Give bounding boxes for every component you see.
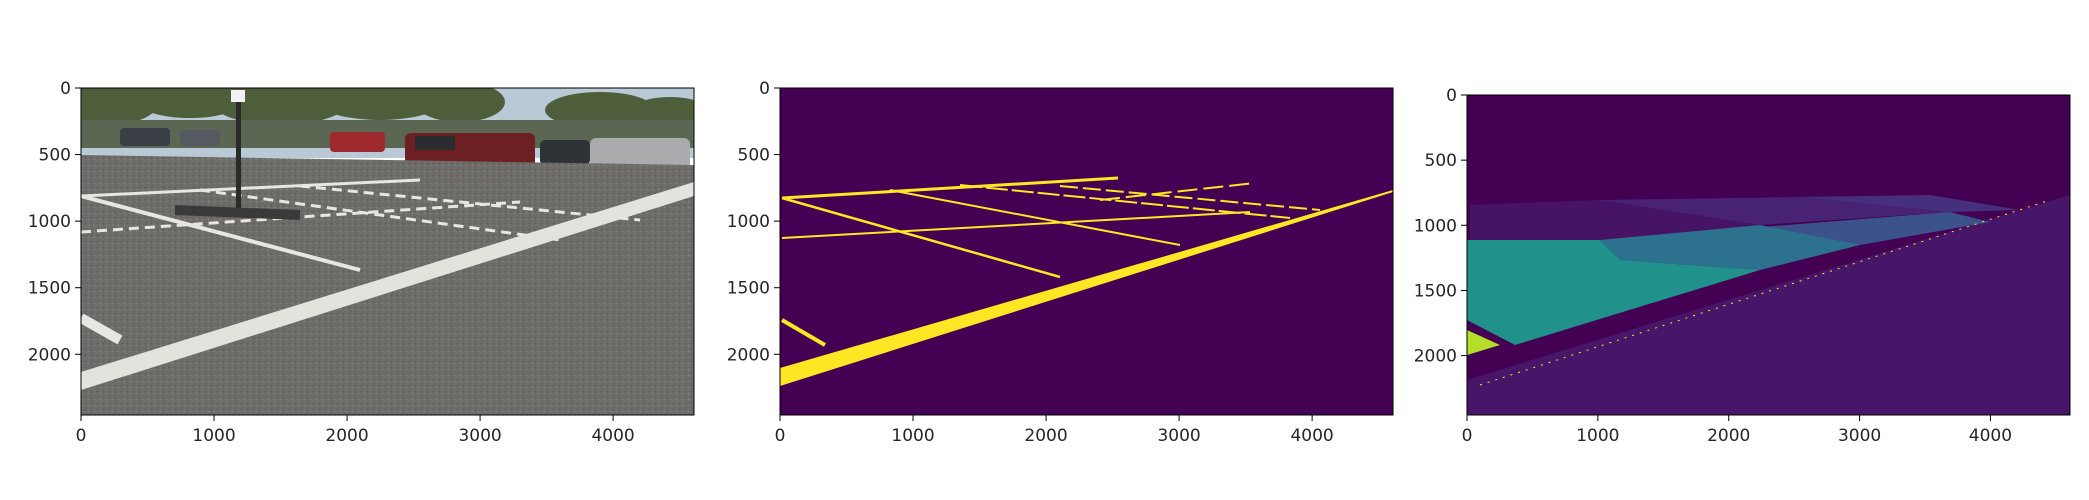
- photo-post: [236, 92, 241, 212]
- y-tick-label: 500: [1425, 151, 1457, 171]
- tick-layer: 0 1000 2000 3000 4000 0 500 1000 1500 2000 0 1000 20…: [28, 79, 2012, 446]
- segment-top-right: [1800, 195, 2020, 212]
- mask-background: [780, 88, 1393, 415]
- y-tick-label: 2000: [1414, 347, 1457, 367]
- y-tick-label: 2000: [727, 345, 770, 365]
- y-tick-label: 1500: [28, 279, 71, 299]
- x-tick-label: 3000: [458, 426, 501, 446]
- x-tick-label: 2000: [1707, 426, 1750, 446]
- x-tick-label: 2000: [1024, 426, 1067, 446]
- axes-frame-3: [1466, 94, 2071, 416]
- x-tick-label: 1000: [192, 426, 235, 446]
- x-tick-label: 4000: [591, 426, 634, 446]
- panel-segments: [1467, 95, 2070, 415]
- y-tick-label: 1000: [727, 212, 770, 232]
- segment-top-left: [1470, 200, 1760, 240]
- x-tick-label: 4000: [1290, 426, 1333, 446]
- segment-top-mid: [1600, 197, 1950, 225]
- y-tick-label: 500: [39, 146, 71, 166]
- y-tick-label: 2000: [28, 345, 71, 365]
- segment-large: [1467, 240, 1760, 345]
- x-tick-label: 1000: [891, 426, 934, 446]
- segment-small: [1467, 330, 1500, 355]
- x-tick-label: 0: [775, 426, 786, 446]
- photo-trees: [81, 88, 694, 128]
- x-tick-label: 1000: [1576, 426, 1619, 446]
- x-tick-label: 3000: [1838, 426, 1881, 446]
- y-tick-label: 1000: [28, 212, 71, 232]
- axes-frame-2: [779, 87, 1394, 416]
- y-tick-label: 1000: [1414, 216, 1457, 236]
- mask-lines: [780, 176, 1321, 347]
- panel-photo: [81, 88, 694, 415]
- segment-mid: [1600, 225, 1860, 270]
- y-tick-label: 1500: [1414, 281, 1457, 301]
- axes-frame-1: [80, 87, 695, 416]
- x-tick-label: 2000: [325, 426, 368, 446]
- mask-wide-stripe: [780, 190, 1393, 386]
- x-tick-label: 0: [1462, 426, 1473, 446]
- y-tick-label: 0: [60, 79, 71, 99]
- photo-wide-stripe: [81, 182, 694, 390]
- x-tick-label: 0: [76, 426, 87, 446]
- x-tick-label: 3000: [1157, 426, 1200, 446]
- photo-paint-lines: [81, 178, 641, 345]
- y-tick-label: 0: [1446, 86, 1457, 106]
- segment-lower: [1467, 195, 2070, 415]
- x-tick-label: 4000: [1969, 426, 2012, 446]
- y-tick-label: 500: [738, 146, 770, 166]
- panel-mask: [780, 88, 1393, 415]
- y-tick-label: 0: [759, 79, 770, 99]
- y-tick-label: 1500: [727, 279, 770, 299]
